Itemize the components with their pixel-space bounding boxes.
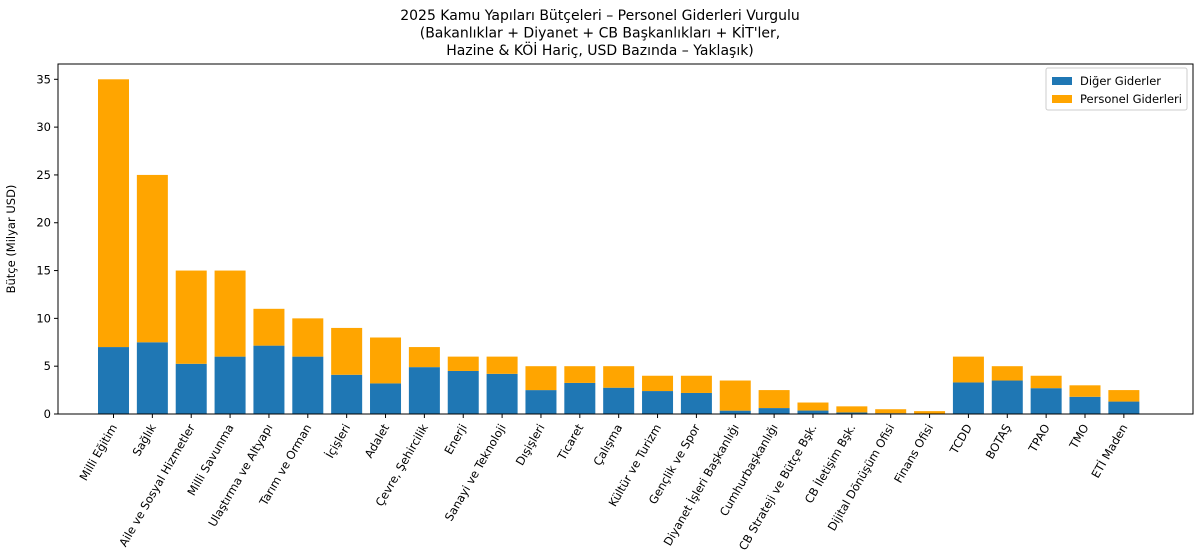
bar-segment-personel-giderleri — [1069, 385, 1101, 397]
bar-segment-personel-giderleri — [253, 308, 285, 346]
x-tick-label: TCDD — [946, 421, 975, 457]
y-tick-labels: 0 5 10 15 20 25 30 35 Bütçe (Milyar USD) — [4, 72, 58, 421]
bar-segment-personel-giderleri — [1108, 390, 1140, 402]
x-tick-label: TPAO — [1025, 422, 1053, 456]
legend-label: Diğer Giderler — [1080, 74, 1161, 88]
y-tick-label: 35 — [36, 72, 51, 86]
bar-segment-personel-giderleri — [214, 270, 246, 357]
bar-segment-diger-giderler — [1108, 401, 1140, 414]
x-tick-label: Adalet — [362, 421, 393, 460]
bar-segment-diger-giderler — [603, 387, 635, 414]
bar-segment-personel-giderleri — [175, 270, 207, 364]
plot-frame — [57, 63, 1194, 415]
bar-segment-diger-giderler — [719, 410, 751, 414]
bar-segment-personel-giderleri — [836, 406, 868, 413]
legend-box — [1045, 67, 1188, 111]
y-axis-label: Bütçe (Milyar USD) — [4, 185, 18, 294]
bar-segment-diger-giderler — [525, 390, 557, 414]
legend: Diğer Giderler Personel Giderleri — [1045, 67, 1188, 111]
x-tick-label: TMO — [1066, 422, 1092, 452]
bar-segment-diger-giderler — [331, 374, 363, 414]
bar-segment-diger-giderler — [98, 347, 129, 414]
y-tick-label: 25 — [36, 168, 51, 182]
x-tick-label: ETİ Maden — [1087, 421, 1130, 480]
bar-segment-diger-giderler — [564, 382, 596, 414]
x-tick-label: Enerji — [441, 422, 469, 457]
y-tick-label: 0 — [44, 407, 51, 421]
bar-segment-personel-giderleri — [952, 356, 984, 383]
x-tick-label: Diyanet İşleri Başkanlığı — [660, 421, 742, 548]
bar-segment-diger-giderler — [408, 367, 440, 414]
y-tick-label: 20 — [36, 216, 51, 230]
bar-segment-personel-giderleri — [98, 79, 129, 348]
y-tick-label: 15 — [36, 264, 51, 278]
bar-segment-personel-giderleri — [136, 174, 168, 343]
bar-segment-diger-giderler — [1069, 396, 1101, 414]
bar-segment-diger-giderler — [642, 391, 674, 414]
x-tick-label: Ticaret — [554, 421, 587, 463]
chart-title: 2025 Kamu Yapıları Bütçeleri – Personel … — [400, 8, 800, 59]
bar-segment-personel-giderleri — [603, 366, 635, 388]
bar-segment-personel-giderleri — [292, 318, 324, 357]
bar-segment-personel-giderleri — [564, 366, 596, 383]
bar-segment-personel-giderleri — [370, 337, 402, 384]
y-tick-label: 5 — [44, 359, 51, 373]
bar-segment-diger-giderler — [370, 383, 402, 414]
bar-segment-personel-giderleri — [525, 366, 557, 391]
bar-segment-diger-giderler — [758, 408, 790, 414]
bar-segment-personel-giderleri — [1030, 375, 1062, 389]
y-tick-label: 10 — [36, 311, 51, 325]
bar-segment-personel-giderleri — [331, 327, 363, 375]
bar-segment-diger-giderler — [836, 412, 868, 414]
bar-segment-personel-giderleri — [486, 356, 518, 374]
bar-segment-diger-giderler — [136, 342, 168, 414]
x-tick-label: Çalışma — [590, 422, 625, 469]
bar-segment-diger-giderler — [991, 380, 1023, 414]
bar-segment-personel-giderleri — [991, 366, 1023, 381]
bar-segment-personel-giderleri — [914, 411, 946, 414]
x-tick-label: Milli Eğitim — [76, 422, 120, 484]
bar-segment-personel-giderleri — [642, 375, 674, 392]
bars — [98, 79, 1140, 414]
bar-segment-diger-giderler — [447, 370, 479, 414]
chart-title-line: 2025 Kamu Yapıları Bütçeleri – Personel … — [400, 8, 800, 24]
bar-segment-personel-giderleri — [447, 356, 479, 371]
bar-segment-diger-giderler — [680, 392, 712, 414]
y-tick-label: 30 — [36, 120, 51, 134]
legend-swatch — [1052, 77, 1072, 85]
legend-swatch — [1052, 95, 1072, 103]
bar-segment-diger-giderler — [486, 373, 518, 414]
x-tick-label: Sağlık — [129, 421, 159, 458]
bar-segment-personel-giderleri — [719, 380, 751, 411]
bar-segment-diger-giderler — [175, 363, 207, 414]
legend-label: Personel Giderleri — [1080, 92, 1182, 106]
x-tick-label: CB Strateji ve Bütçe Bşk. — [736, 422, 820, 553]
bar-segment-diger-giderler — [253, 345, 285, 414]
bar-segment-personel-giderleri — [875, 409, 907, 414]
chart-title-line: (Bakanlıklar + Diyanet + CB Başkanlıklar… — [420, 24, 781, 42]
x-tick-label: BOTAŞ — [983, 422, 1014, 462]
bar-segment-personel-giderleri — [758, 390, 790, 409]
axes — [57, 63, 1194, 415]
x-tick-label: Dışişleri — [513, 422, 548, 468]
bar-segment-personel-giderleri — [408, 347, 440, 368]
bar-segment-diger-giderler — [952, 382, 984, 414]
bar-segment-personel-giderleri — [797, 402, 829, 411]
bar-segment-diger-giderler — [797, 410, 829, 414]
bar-segment-diger-giderler — [292, 356, 324, 414]
x-tick-label: Aile ve Sosyal Hizmetler — [116, 421, 198, 549]
x-tick-label: Finans Ofisi — [891, 422, 936, 486]
bar-segment-personel-giderleri — [680, 375, 712, 393]
bar-segment-diger-giderler — [1030, 388, 1062, 414]
x-tick-label: İçişleri — [322, 421, 354, 461]
chart-title-line: Hazine & KÖİ Hariç, USD Bazında – Yaklaş… — [446, 41, 754, 59]
bar-segment-diger-giderler — [214, 356, 246, 414]
